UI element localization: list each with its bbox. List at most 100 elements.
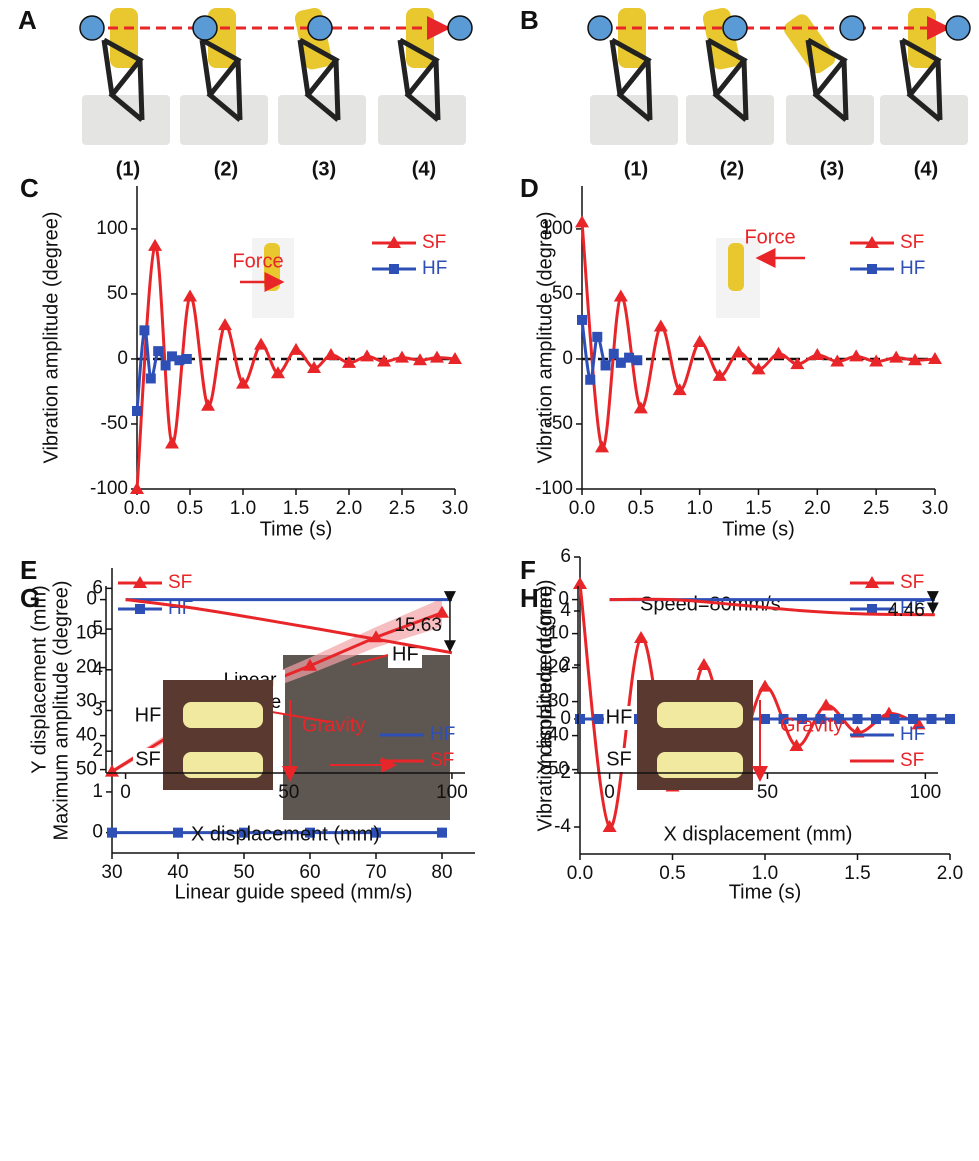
point bbox=[592, 332, 602, 342]
point bbox=[139, 325, 149, 335]
x-tick-label: 50 bbox=[757, 782, 778, 803]
x-tick-label: 100 bbox=[436, 782, 468, 803]
x-tick-label: 0.0 bbox=[567, 863, 593, 884]
point bbox=[890, 714, 900, 724]
y-tick-label: 10 bbox=[76, 623, 97, 644]
legend-label: SF bbox=[430, 750, 454, 771]
photo-base bbox=[278, 95, 366, 145]
y-tick-label: 50 bbox=[76, 759, 97, 780]
point bbox=[819, 699, 833, 711]
point bbox=[908, 714, 918, 724]
photo-caption: (2) bbox=[720, 158, 744, 180]
x-tick-label: 2.0 bbox=[937, 863, 963, 884]
photo-caption: (4) bbox=[914, 158, 938, 180]
point bbox=[871, 714, 881, 724]
y-tick-label: -100 bbox=[535, 478, 573, 499]
y-tick-label: -4 bbox=[554, 816, 571, 837]
legend-label: HF bbox=[422, 258, 447, 279]
point bbox=[173, 828, 183, 838]
legend-label: SF bbox=[900, 572, 924, 593]
x-axis-title: X displacement (mm) bbox=[664, 823, 853, 845]
legend-label: SF bbox=[168, 572, 192, 593]
x-tick-label: 50 bbox=[233, 862, 254, 883]
point bbox=[772, 347, 786, 359]
y-tick-label: 0 bbox=[558, 589, 569, 610]
x-tick-label: 70 bbox=[365, 862, 386, 883]
figure: A(1)(2)(3)(4)B(1)(2)(3)(4)C0.00.51.01.52… bbox=[0, 0, 979, 1156]
annotation: Force bbox=[744, 226, 795, 248]
annotation: Gravity bbox=[780, 714, 843, 736]
x-tick-label: 1.5 bbox=[745, 498, 771, 519]
panel-label: A bbox=[18, 5, 37, 35]
x-tick-label: 2.5 bbox=[389, 498, 415, 519]
panel-label: B bbox=[520, 5, 539, 35]
point bbox=[758, 680, 772, 692]
point bbox=[760, 714, 770, 724]
panel-label: D bbox=[520, 173, 539, 203]
x-axis-title: X displacement (mm) bbox=[191, 823, 380, 845]
x-tick-label: 3.0 bbox=[442, 498, 468, 519]
point bbox=[945, 714, 955, 724]
photo-caption: (4) bbox=[412, 158, 436, 180]
x-tick-label: 2.5 bbox=[863, 498, 889, 519]
x-axis-title: Time (s) bbox=[260, 518, 333, 540]
inset-finger bbox=[183, 702, 263, 728]
x-tick-label: 0.5 bbox=[628, 498, 654, 519]
tip-marker bbox=[946, 16, 970, 40]
tip-marker bbox=[588, 16, 612, 40]
legend-marker bbox=[867, 604, 877, 614]
point bbox=[132, 406, 142, 416]
y-tick-label: 6 bbox=[560, 546, 571, 567]
point bbox=[107, 828, 117, 838]
legend-label: SF bbox=[900, 232, 924, 253]
x-tick-label: 0.5 bbox=[177, 498, 203, 519]
y-tick-label: 100 bbox=[96, 218, 128, 239]
point bbox=[165, 436, 179, 448]
y-tick-label: 30 bbox=[76, 691, 97, 712]
x-axis-title: Time (s) bbox=[729, 881, 802, 903]
point bbox=[927, 714, 937, 724]
annotation: SF bbox=[135, 748, 161, 770]
legend-label: SF bbox=[422, 232, 446, 253]
y-tick-label: 0 bbox=[117, 348, 128, 369]
photo-caption: (1) bbox=[624, 158, 648, 180]
x-tick-label: 100 bbox=[910, 782, 942, 803]
legend-marker bbox=[389, 264, 399, 274]
photo-caption: (2) bbox=[214, 158, 238, 180]
page: A(1)(2)(3)(4)B(1)(2)(3)(4)C0.00.51.01.52… bbox=[0, 0, 979, 1161]
point bbox=[146, 373, 156, 383]
series-line bbox=[137, 246, 455, 489]
photo-caption: (3) bbox=[312, 158, 336, 180]
tip-marker bbox=[840, 16, 864, 40]
annotation: Force bbox=[232, 250, 283, 272]
x-axis-title: Time (s) bbox=[722, 518, 795, 540]
photo-base bbox=[880, 95, 968, 145]
point bbox=[254, 338, 268, 350]
y-tick-label: 0 bbox=[562, 348, 573, 369]
x-tick-label: 1.5 bbox=[844, 863, 870, 884]
panel-label: C bbox=[20, 173, 39, 203]
photo-base bbox=[686, 95, 774, 145]
point bbox=[182, 354, 192, 364]
y-tick-label: 0 bbox=[86, 589, 97, 610]
point bbox=[218, 318, 232, 330]
point bbox=[575, 215, 589, 227]
point bbox=[853, 714, 863, 724]
point bbox=[697, 658, 711, 670]
y-tick-label: -100 bbox=[90, 478, 128, 499]
legend-marker bbox=[135, 604, 145, 614]
x-tick-label: 0.0 bbox=[569, 498, 595, 519]
x-tick-label: 1.0 bbox=[686, 498, 712, 519]
point bbox=[575, 714, 585, 724]
y-tick-label: 0 bbox=[92, 822, 103, 843]
photo-base bbox=[180, 95, 268, 145]
x-tick-label: 50 bbox=[278, 782, 299, 803]
point bbox=[634, 631, 648, 643]
point bbox=[161, 360, 171, 370]
point bbox=[609, 349, 619, 359]
y-axis-title: Y displacement (mm) bbox=[534, 585, 556, 774]
photo-base bbox=[82, 95, 170, 145]
x-tick-label: 30 bbox=[101, 862, 122, 883]
photo-base bbox=[786, 95, 874, 145]
point bbox=[148, 239, 162, 251]
